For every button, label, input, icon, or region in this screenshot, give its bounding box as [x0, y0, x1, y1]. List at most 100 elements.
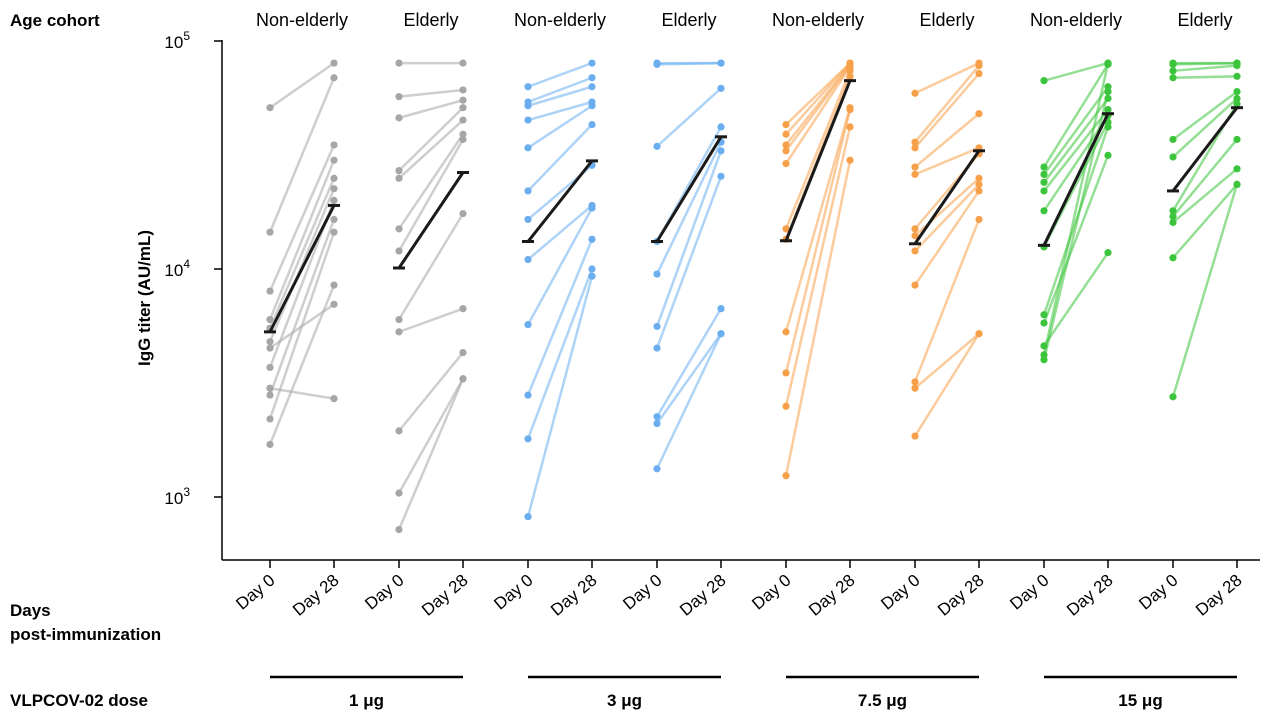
data-point-day0	[653, 322, 661, 331]
subject-line	[655, 175, 723, 349]
y-tick-exponent: 5	[183, 29, 190, 43]
data-point-day0	[782, 328, 790, 336]
data-point-day0	[395, 427, 403, 435]
data-point-day0	[1169, 212, 1177, 221]
subject-line	[914, 183, 980, 252]
data-point-day28	[717, 147, 725, 155]
subject-line	[784, 107, 852, 333]
subject-line	[398, 88, 464, 98]
data-point-day28	[588, 272, 596, 280]
data-point-day0	[266, 415, 274, 423]
x-tick-label: Day 0	[1135, 571, 1181, 614]
subject-line	[398, 119, 464, 180]
data-point-day28	[459, 116, 467, 124]
data-point-day28	[330, 395, 338, 403]
dose-label: 15 μg	[1118, 691, 1162, 710]
data-point-day0	[782, 120, 790, 129]
data-point-day0	[1040, 319, 1048, 327]
data-point-day0	[524, 144, 532, 152]
data-point-day0	[1040, 356, 1048, 364]
subject-line	[398, 98, 464, 120]
subject-line	[527, 61, 593, 88]
geomean-line	[655, 136, 723, 243]
subject-line	[1172, 90, 1238, 141]
subject-line	[655, 333, 723, 425]
data-point-day28	[1233, 94, 1241, 103]
data-point-day28	[975, 110, 983, 118]
y-tick-label-1: 103	[164, 485, 190, 508]
data-point-day0	[911, 247, 919, 255]
subject-line	[914, 146, 980, 176]
subject-line	[1172, 167, 1238, 224]
data-point-day0	[395, 93, 403, 101]
subject-line	[913, 218, 981, 383]
data-point-day28	[975, 215, 983, 224]
data-point-day0	[782, 147, 790, 155]
subject-line	[1042, 62, 1110, 356]
geomean-line	[268, 204, 336, 333]
subject-line	[655, 308, 723, 418]
data-point-day0	[911, 144, 919, 152]
subject-line	[785, 64, 851, 152]
data-point-day28	[330, 74, 338, 82]
subject-line	[656, 61, 722, 66]
dose-row-label: VLPCOV-02 dose	[10, 691, 148, 710]
y-axis-label: IgG titer (AU/mL)	[135, 230, 154, 366]
data-point-day0	[395, 489, 403, 497]
x-tick-label: Day 28	[934, 571, 987, 620]
data-point-day0	[266, 287, 274, 295]
data-point-day0	[266, 363, 274, 372]
data-point-day28	[330, 196, 338, 204]
data-point-day28	[330, 228, 338, 236]
data-point-day0	[1040, 187, 1048, 195]
geomean-line	[1042, 113, 1110, 246]
subject-line	[914, 64, 980, 143]
data-point-day28	[717, 84, 725, 92]
data-point-day28	[1233, 87, 1241, 96]
data-point-day0	[782, 225, 790, 233]
cohort-header: Elderly	[403, 10, 458, 30]
data-point-day0	[1040, 77, 1048, 85]
data-point-day0	[395, 167, 403, 175]
data-point-day28	[588, 235, 596, 243]
data-point-day0	[395, 328, 403, 336]
data-point-day0	[524, 391, 532, 399]
data-point-day0	[653, 419, 661, 428]
subject-line	[1172, 61, 1238, 66]
data-point-day0	[911, 89, 919, 97]
subject-line	[1172, 64, 1238, 73]
data-point-day28	[1104, 87, 1112, 96]
cohort-header: Non-elderly	[772, 10, 864, 30]
x-tick-label: Day 0	[361, 571, 407, 614]
data-point-day0	[395, 114, 403, 122]
data-point-day28	[975, 69, 983, 78]
subject-line	[527, 100, 593, 122]
x-tick-label: Day 28	[547, 571, 600, 620]
subject-line	[397, 133, 465, 230]
subject-line	[655, 150, 723, 327]
subject-line	[268, 177, 336, 329]
data-point-day28	[588, 83, 596, 91]
x-tick-label: Day 28	[1192, 571, 1245, 620]
data-point-day28	[717, 59, 725, 67]
y-tick-base: 10	[164, 261, 183, 280]
subject-line	[398, 351, 464, 432]
x-tick-label: Day 0	[619, 571, 665, 614]
data-point-day28	[717, 172, 725, 180]
data-point-day0	[395, 174, 403, 182]
data-point-day0	[911, 378, 919, 386]
subject-line	[784, 126, 852, 407]
data-point-day28	[459, 86, 467, 94]
subject-line	[655, 141, 723, 275]
data-point-day28	[588, 102, 596, 110]
subject-line	[397, 378, 465, 531]
subject-line	[1042, 154, 1110, 324]
data-point-day28	[975, 62, 983, 70]
data-point-day0	[1169, 254, 1177, 262]
subject-line	[1172, 97, 1238, 158]
data-point-day28	[330, 59, 338, 67]
y-tick-base: 10	[164, 33, 183, 52]
data-point-day0	[1040, 178, 1048, 186]
geomean-line	[397, 171, 465, 269]
days-label-line1: Days	[10, 601, 51, 620]
